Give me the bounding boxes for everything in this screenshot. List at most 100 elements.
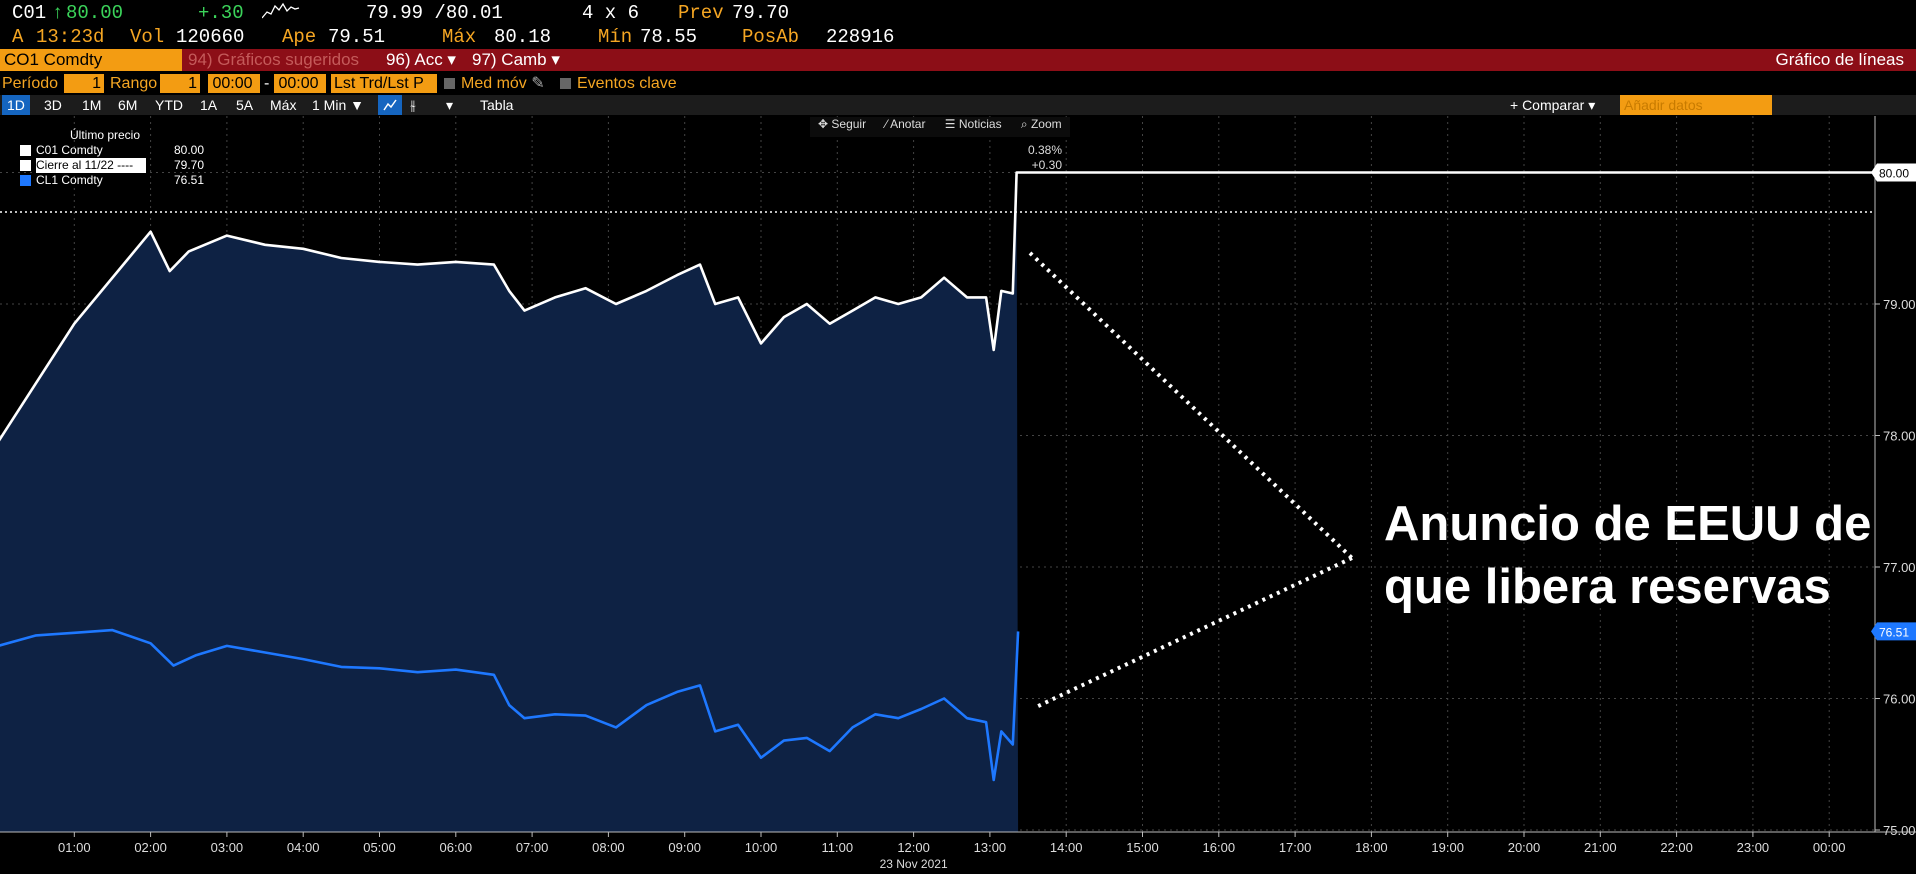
last-value-tag xyxy=(1871,622,1916,641)
x-tick-label: 00:00 xyxy=(1813,840,1846,855)
time-label: A xyxy=(12,26,24,48)
security-field[interactable]: CO1 Comdty xyxy=(0,49,182,71)
x-tick-label: 02:00 xyxy=(134,840,167,855)
x-tick-label: 03:00 xyxy=(211,840,244,855)
compare-button[interactable]: + Comparar ▾ xyxy=(1510,97,1596,113)
chart-type-dropdown-icon[interactable]: ▾ xyxy=(446,97,454,113)
series-line-c01 xyxy=(0,171,1906,442)
oi-value: 228916 xyxy=(826,26,895,48)
x-tick-label: 10:00 xyxy=(745,840,778,855)
interval-dropdown[interactable]: 1 Min ▼ xyxy=(312,97,364,113)
x-tick-label: 22:00 xyxy=(1660,840,1693,855)
legend-title: Último precio xyxy=(70,128,141,142)
price-up-arrow-icon: ↑ xyxy=(52,2,64,24)
period-label: Período xyxy=(2,75,59,92)
last-trade-selector[interactable]: Lst Trd/Lst P xyxy=(331,74,437,93)
quote-bid-ask: 79.99 /80.01 xyxy=(366,2,503,24)
follow-tool[interactable]: ✥ Seguir xyxy=(818,117,867,131)
low-label: Mín xyxy=(598,26,633,48)
x-tick-label: 07:00 xyxy=(516,840,549,855)
x-tick-label: 08:00 xyxy=(592,840,625,855)
period-max-tab[interactable]: Máx xyxy=(270,97,297,113)
period-1m-tab[interactable]: 1M xyxy=(82,97,102,113)
quote-size: 4 x 6 xyxy=(582,2,640,24)
options-bar: Período 1 Rango 1 00:00 - 00:00 Lst Trd/… xyxy=(0,74,1916,94)
key-events-toggle[interactable]: Eventos clave xyxy=(560,74,677,93)
change-menu-button[interactable]: 97) Camb ▾ xyxy=(472,50,560,69)
quote-last-price: 80.00 xyxy=(66,2,124,24)
legend-swatch-icon xyxy=(20,145,31,156)
open-value: 79.51 xyxy=(328,26,386,48)
moving-average-checkbox-icon xyxy=(444,78,455,89)
legend-row[interactable]: C01 Comdty 80.00 xyxy=(10,143,204,158)
x-tick-label: 01:00 xyxy=(58,840,91,855)
x-tick-label: 16:00 xyxy=(1203,840,1236,855)
pencil-icon: ✎ xyxy=(531,75,545,92)
period-input[interactable]: 1 xyxy=(64,74,104,93)
news-tool[interactable]: ☰ Noticias xyxy=(944,117,1002,131)
x-tick-label: 06:00 xyxy=(440,840,473,855)
vol-label: Vol xyxy=(130,26,165,48)
y-tick-label: 77.00 xyxy=(1883,560,1916,575)
legend-swatch-icon xyxy=(20,160,31,171)
quote-time: 13:23d xyxy=(36,26,105,48)
prev-value: 79.70 xyxy=(732,2,790,24)
legend-value: 80.00 xyxy=(173,143,204,157)
line-chart-icon[interactable] xyxy=(378,95,402,115)
chart-area-fill xyxy=(0,172,1019,832)
annotation-arrow-upper xyxy=(1028,251,1354,560)
y-axis: 80.00 79.00 78.00 77.00 76.00 75.00 xyxy=(1874,116,1916,838)
period-bar: 1D 3D 1M 6M YTD 1A 5A Máx 1 Min ▼ ⫳ ▾ Ta… xyxy=(0,95,1916,115)
x-tick-label: 04:00 xyxy=(287,840,320,855)
x-tick-label: 15:00 xyxy=(1126,840,1159,855)
chart-series xyxy=(0,171,1906,782)
y-tick-label: 78.00 xyxy=(1883,429,1916,444)
table-button[interactable]: Tabla xyxy=(480,97,514,113)
price-chart[interactable]: 80.00 79.00 78.00 77.00 76.00 75.00 01:00 02:0… xyxy=(0,116,1916,874)
change-abs-label: +0.30 xyxy=(1032,158,1063,172)
suggested-charts-button[interactable]: 94) Gráficos sugeridos xyxy=(188,50,360,69)
annotation-text: Anuncio de EEUU de que libera reservas xyxy=(1384,493,1904,619)
bar-chart-icon[interactable]: ⫳ xyxy=(410,97,416,113)
time-to-input[interactable]: 00:00 xyxy=(274,74,326,93)
annotation-line-2: que libera reservas xyxy=(1384,560,1831,614)
legend-name: CL1 Comdty xyxy=(36,173,103,187)
history-area xyxy=(0,172,1019,832)
y-tick-label: 75.00 xyxy=(1883,823,1916,838)
last-value-label: 76.51 xyxy=(1879,625,1909,639)
period-6m-tab[interactable]: 6M xyxy=(118,97,138,113)
legend-value: 79.70 xyxy=(173,158,204,172)
x-axis: 01:00 02:00 03:00 04:00 05:00 06:00 07:00 08:00… xyxy=(0,831,1916,871)
period-1d-tab[interactable]: 1D xyxy=(2,95,30,115)
moving-average-label: Med móv xyxy=(461,75,527,92)
x-tick-label: 21:00 xyxy=(1584,840,1617,855)
quote-change: +.30 xyxy=(198,2,244,24)
period-1a-tab[interactable]: 1A xyxy=(200,97,218,113)
x-tick-label: 23:00 xyxy=(1737,840,1770,855)
range-input[interactable]: 1 xyxy=(160,74,200,93)
change-pct-label: 0.38% xyxy=(1028,143,1062,157)
time-dash: - xyxy=(264,75,270,92)
moving-average-toggle[interactable]: Med móv ✎ xyxy=(444,74,545,93)
last-value-label: 80.00 xyxy=(1879,167,1909,181)
period-5a-tab[interactable]: 5A xyxy=(236,97,254,113)
x-axis-title: 23 Nov 2021 xyxy=(880,857,948,871)
chart-marks: 80.00 76.51 0.38%+0.30 xyxy=(0,143,1916,710)
time-from-input[interactable]: 00:00 xyxy=(208,74,260,93)
period-ytd-tab[interactable]: YTD xyxy=(155,97,183,113)
annotation-arrow-lower xyxy=(1033,556,1353,710)
period-3d-tab[interactable]: 3D xyxy=(44,97,62,113)
legend-row[interactable]: Cierre al 11/22 ---- 79.70 xyxy=(10,158,204,173)
y-tick-label: 76.00 xyxy=(1883,692,1916,707)
series-line-cl1 xyxy=(0,628,1020,782)
quote-header: C01 ↑ 80.00 +.30 79.99 /80.01 4 x 6 Prev… xyxy=(0,0,1916,48)
vol-value: 120660 xyxy=(176,26,245,48)
zoom-tool[interactable]: ⌕ Zoom xyxy=(1020,117,1062,131)
annotate-tool[interactable]: ⁄ Anotar xyxy=(885,117,926,131)
x-tick-label: 09:00 xyxy=(668,840,701,855)
legend-row[interactable]: CL1 Comdty 76.51 xyxy=(10,173,204,188)
add-data-input[interactable]: Añadir datos xyxy=(1620,95,1772,115)
quote-ticker[interactable]: C01 xyxy=(12,2,47,24)
actions-menu-button[interactable]: 96) Acc ▾ xyxy=(386,50,456,69)
high-label: Máx xyxy=(442,26,477,48)
